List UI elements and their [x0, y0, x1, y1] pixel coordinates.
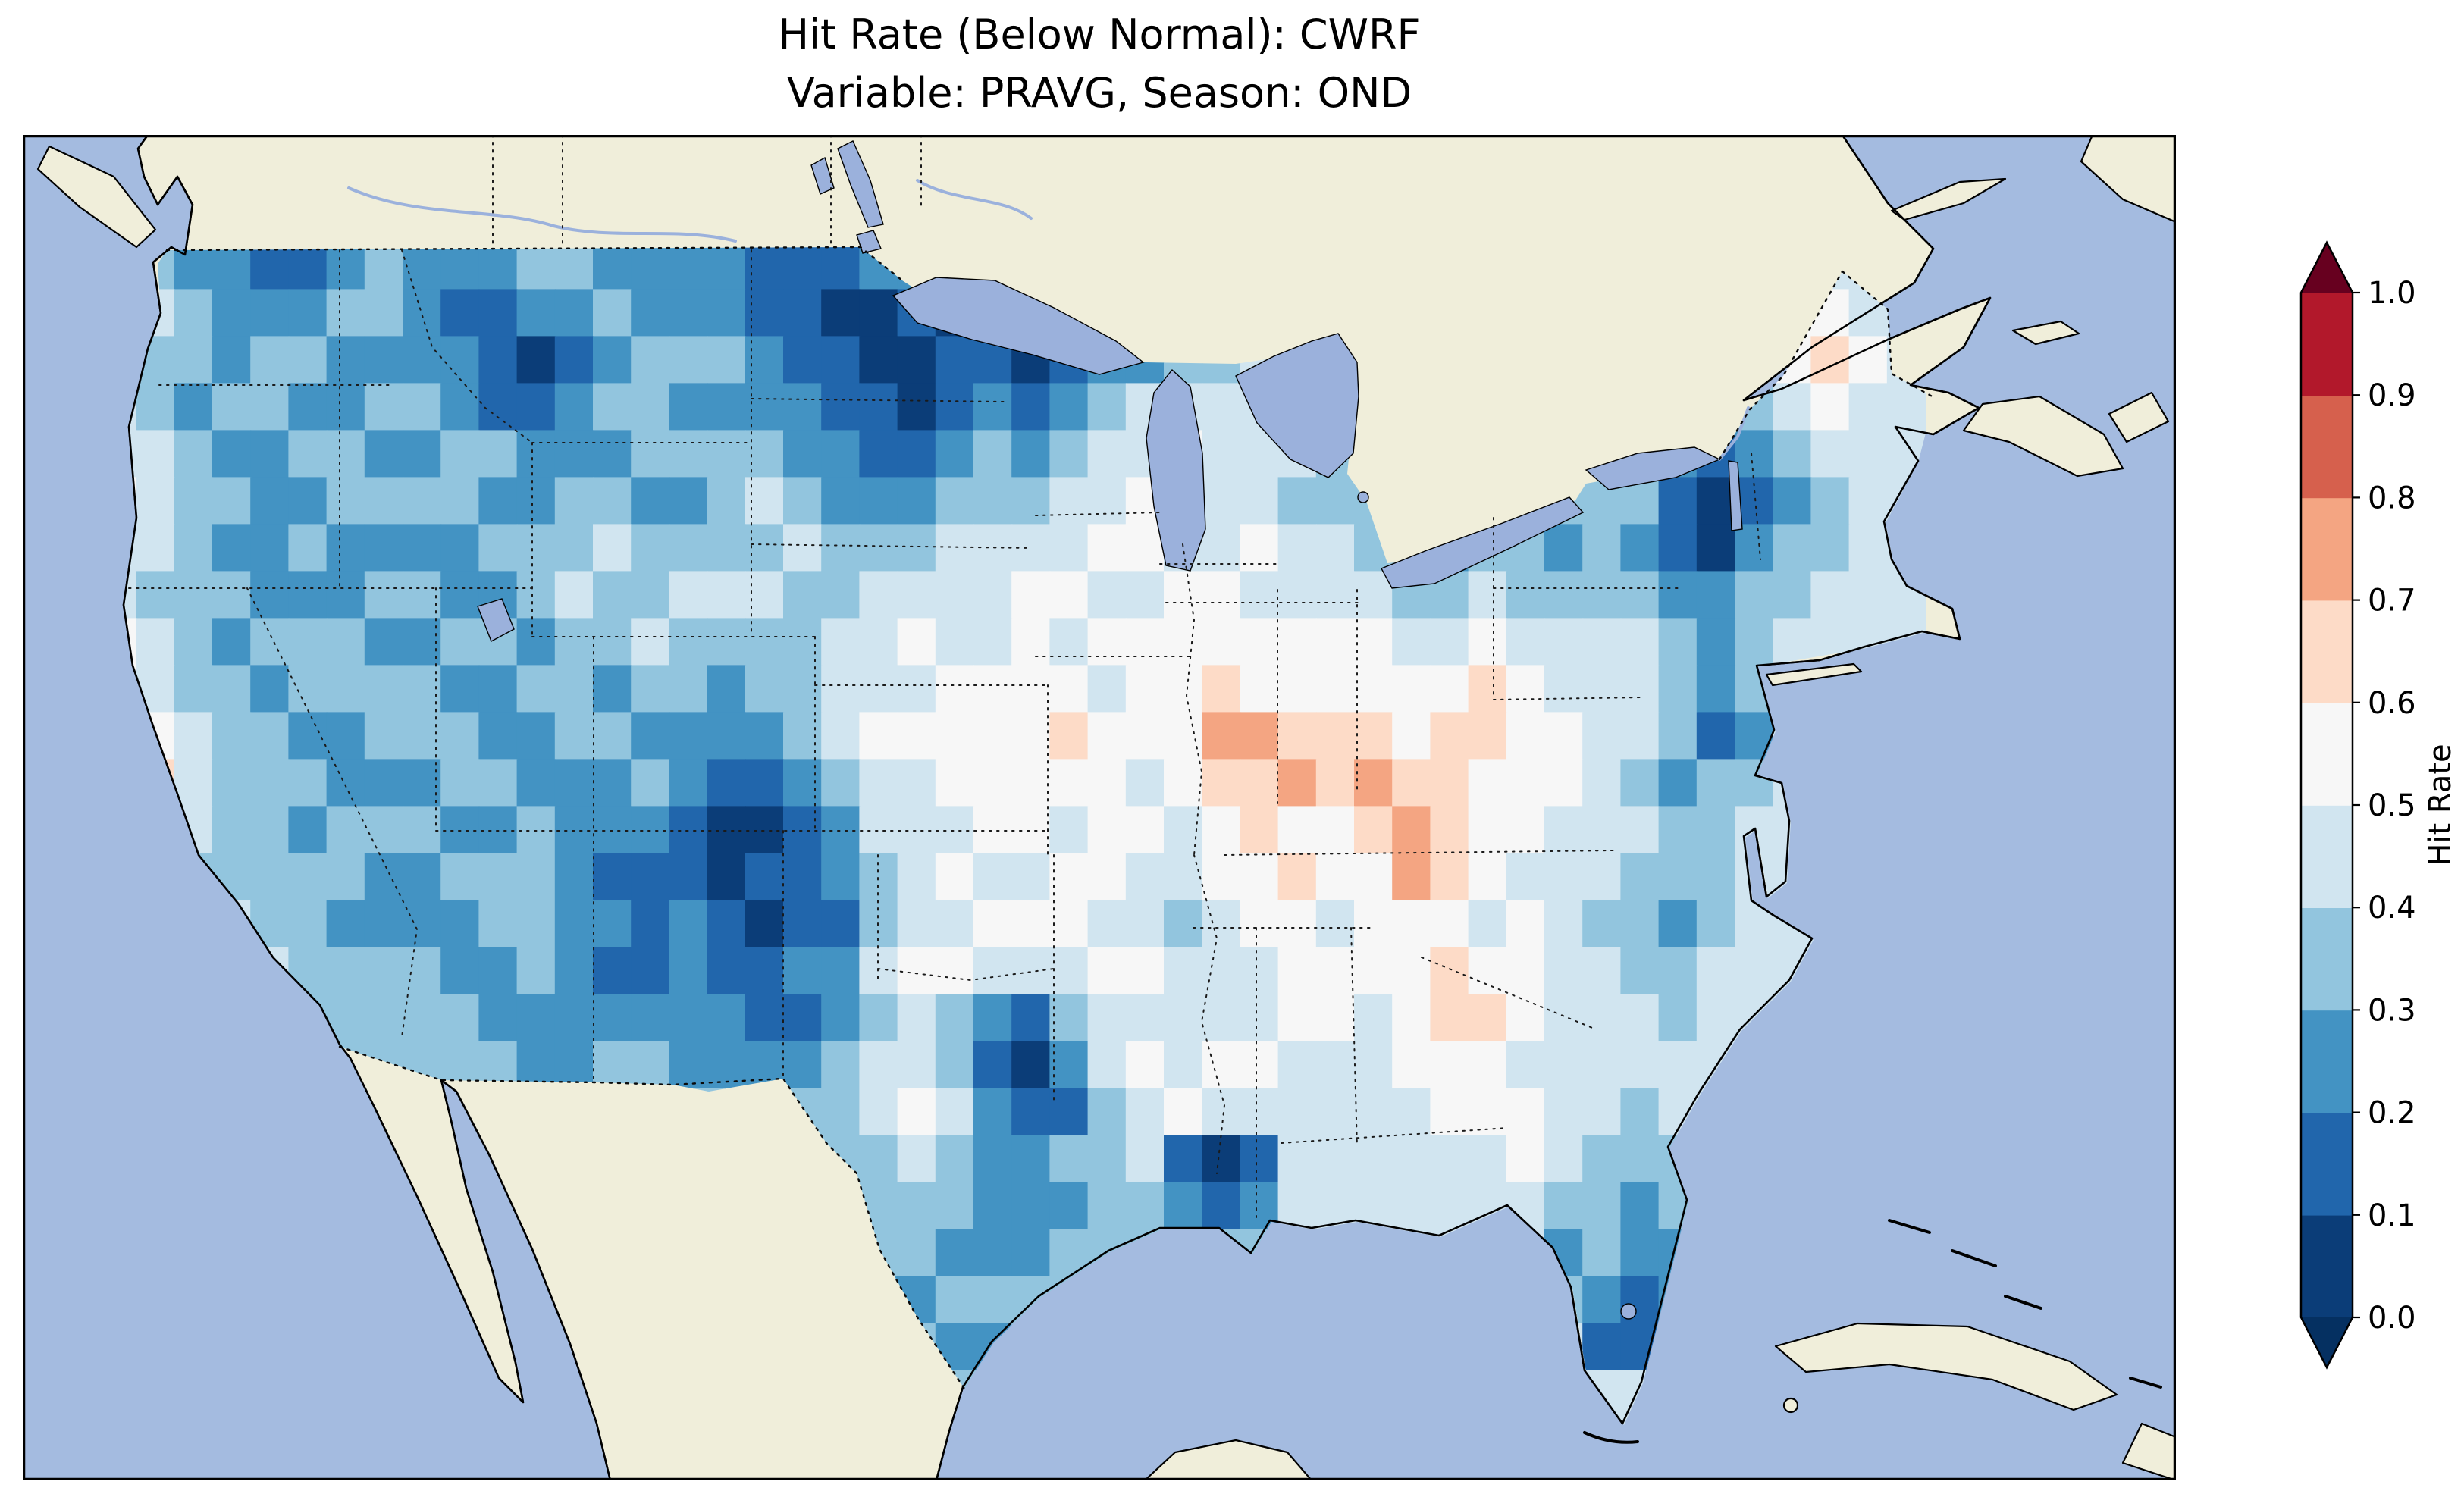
canadian-river-2 [916, 179, 1033, 220]
isla-de-la-juventud [1782, 1397, 1799, 1414]
colorbar-label: Hit Rate [2423, 744, 2458, 866]
lake-okeechobee [1620, 1303, 1637, 1320]
svg-text:0.1: 0.1 [2368, 1198, 2416, 1233]
svg-text:1.0: 1.0 [2368, 276, 2416, 311]
lake-st-clair [1357, 491, 1369, 503]
colorbar-ticks: 0.0 0.1 0.2 0.3 0.4 0.5 0.6 0.7 0.8 0.9 1.0 [2353, 276, 2416, 1336]
us-map [23, 135, 2176, 1480]
state-borders-west [128, 249, 1049, 1082]
us-canada-border [165, 246, 1936, 461]
colorbar: 0.0 0.1 0.2 0.3 0.4 0.5 0.6 0.7 0.8 0.9 1.0 Hit Ra… [2299, 240, 2458, 1370]
lake-michigan [1146, 368, 1206, 572]
coastline [122, 135, 1992, 1480]
svg-text:0.3: 0.3 [2368, 993, 2416, 1028]
long-island [1765, 662, 1863, 687]
colorbar-extend-max-arrow [2301, 243, 2353, 293]
state-borders [128, 135, 1761, 1218]
country-borders [165, 246, 1936, 1390]
chart-title: Hit Rate (Below Normal): CWRF [778, 11, 1421, 58]
lake-champlain [1728, 460, 1743, 531]
vancouver-island [36, 145, 157, 249]
svg-text:0.4: 0.4 [2368, 891, 2416, 926]
title-block: Hit Rate (Below Normal): CWRF Variable: … [23, 6, 2176, 122]
svg-text:0.5: 0.5 [2368, 788, 2416, 823]
svg-text:0.2: 0.2 [2368, 1096, 2416, 1131]
us-mexico-border [338, 1045, 966, 1390]
map-frame [23, 135, 2176, 1480]
nova-scotia [1962, 395, 2124, 478]
canadian-river-1 [347, 186, 737, 243]
caribbean-islands [1143, 1219, 2176, 1480]
chart-subtitle: Variable: PRAVG, Season: OND [786, 68, 1412, 117]
st-lawrence-river [1718, 406, 1750, 461]
florida-keys [1583, 1431, 1639, 1444]
state-borders-plains [751, 398, 1055, 1106]
bahamas-islets [1888, 1219, 2162, 1389]
prince-edward-island [2011, 320, 2080, 346]
hispaniola-corner [2121, 1422, 2176, 1480]
lake-erie [1381, 496, 1585, 589]
svg-text:0.8: 0.8 [2368, 481, 2416, 515]
colorbar-bands [2301, 293, 2353, 1318]
svg-text:0.7: 0.7 [2368, 584, 2416, 619]
state-borders-east [1421, 453, 1761, 1030]
lake-winnipeg [837, 140, 884, 228]
svg-text:0.6: 0.6 [2368, 686, 2416, 721]
state-borders-midwest-south [1035, 512, 1616, 1218]
newfoundland [2080, 135, 2176, 224]
lake-winnipegosis [810, 156, 835, 195]
yucatan-tip [1143, 1439, 1313, 1480]
lake-huron [1235, 333, 1359, 478]
svg-text:0.0: 0.0 [2368, 1301, 2416, 1336]
cuba [1774, 1322, 2118, 1411]
colorbar-extend-min-arrow [2301, 1317, 2353, 1367]
lake-superior [892, 277, 1145, 375]
great-salt-lake [477, 598, 515, 642]
lakes [347, 140, 1750, 1320]
cape-breton [2108, 391, 2170, 443]
svg-text:0.9: 0.9 [2368, 378, 2416, 413]
